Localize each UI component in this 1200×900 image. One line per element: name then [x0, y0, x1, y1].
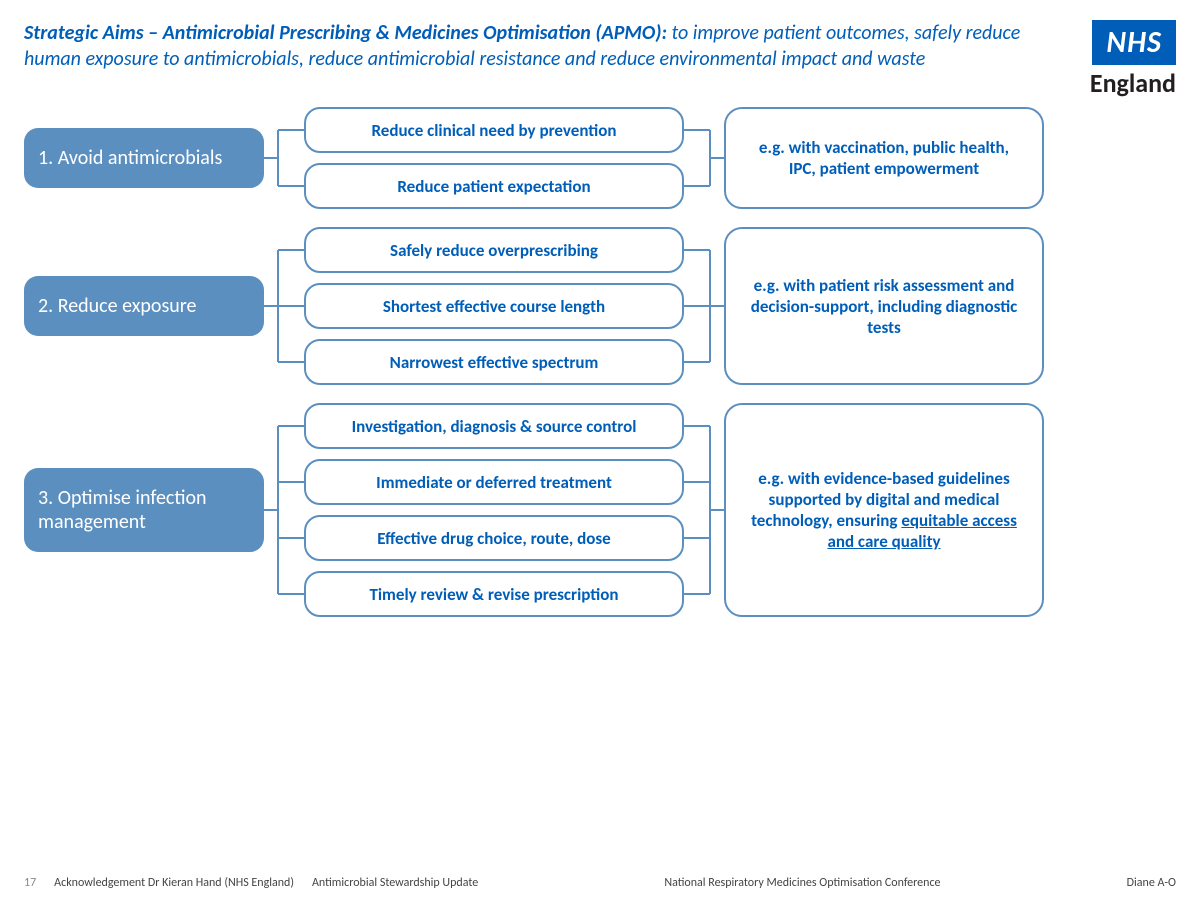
main-pill-2: 2. Reduce exposure: [24, 276, 264, 336]
connector-right-1: [684, 107, 724, 209]
footer-author: Diane A-O: [1127, 876, 1176, 890]
sub-pill-1-2: Reduce patient expectation: [304, 163, 684, 209]
footer-subtitle: Antimicrobial Stewardship Update: [312, 876, 478, 890]
slide: Strategic Aims – Antimicrobial Prescribi…: [0, 0, 1200, 900]
footer-page: 17: [24, 876, 36, 890]
eg-text-1: e.g. with vaccination, public health, IP…: [744, 137, 1024, 179]
main-pill-1: 1. Avoid antimicrobials: [24, 128, 264, 188]
main-pill-3: 3. Optimise infection management: [24, 468, 264, 552]
sub-stack-3: Investigation, diagnosis & source contro…: [304, 403, 684, 617]
title-strong: Strategic Aims – Antimicrobial Prescribi…: [24, 21, 667, 45]
sub-pill-2-1: Safely reduce overprescribing: [304, 227, 684, 273]
sub-pill-3-4: Timely review & revise prescription: [304, 571, 684, 617]
title-block: Strategic Aims – Antimicrobial Prescribi…: [24, 20, 1090, 72]
sub-pill-1-1: Reduce clinical need by prevention: [304, 107, 684, 153]
sub-stack-1: Reduce clinical need by prevention Reduce…: [304, 107, 684, 209]
nhs-logo-sub: England: [1090, 67, 1176, 99]
eg-text-3: e.g. with evidence-based guidelines supp…: [744, 468, 1024, 552]
header-row: Strategic Aims – Antimicrobial Prescribi…: [24, 20, 1176, 99]
footer: 17 Acknowledgement Dr Kieran Hand (NHS E…: [24, 870, 1176, 890]
group-3: 3. Optimise infection management Investig…: [24, 403, 1176, 617]
nhs-logo-top: NHS: [1092, 20, 1176, 65]
sub-pill-2-2: Shortest effective course length: [304, 283, 684, 329]
nhs-logo: NHS England: [1090, 20, 1176, 99]
diagram: 1. Avoid antimicrobials Reduce clinical n…: [24, 107, 1176, 870]
group-1: 1. Avoid antimicrobials Reduce clinical n…: [24, 107, 1176, 209]
footer-ack: Acknowledgement Dr Kieran Hand (NHS Engl…: [54, 876, 294, 890]
connector-right-2: [684, 227, 724, 385]
connector-left-1: [264, 107, 304, 209]
connector-right-3: [684, 403, 724, 617]
eg-pill-1: e.g. with vaccination, public health, IP…: [724, 107, 1044, 209]
sub-stack-2: Safely reduce overprescribing Shortest ef…: [304, 227, 684, 385]
connector-left-3: [264, 403, 304, 617]
eg-text-2: e.g. with patient risk assessment and de…: [744, 275, 1024, 338]
eg-pill-3: e.g. with evidence-based guidelines supp…: [724, 403, 1044, 617]
sub-pill-2-3: Narrowest effective spectrum: [304, 339, 684, 385]
sub-pill-3-1: Investigation, diagnosis & source contro…: [304, 403, 684, 449]
eg-pill-2: e.g. with patient risk assessment and de…: [724, 227, 1044, 385]
footer-conf: National Respiratory Medicines Optimisat…: [664, 876, 940, 890]
sub-pill-3-3: Effective drug choice, route, dose: [304, 515, 684, 561]
connector-left-2: [264, 227, 304, 385]
group-2: 2. Reduce exposure Safely reduce overpres…: [24, 227, 1176, 385]
sub-pill-3-2: Immediate or deferred treatment: [304, 459, 684, 505]
